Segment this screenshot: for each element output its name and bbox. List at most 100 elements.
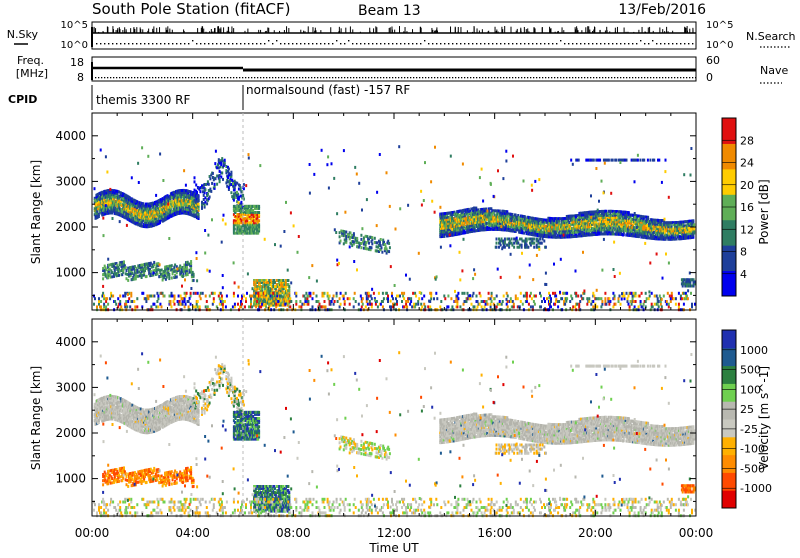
noise-search-dot <box>344 43 345 44</box>
noise-search-dot <box>640 40 641 41</box>
nave-dot <box>605 77 606 78</box>
range-cell <box>197 194 199 197</box>
nave-dot <box>206 77 207 78</box>
nave-dot <box>158 77 159 78</box>
noise-search-dot <box>252 43 253 44</box>
nsky-label: N.Sky <box>7 28 39 41</box>
nave-dot <box>179 77 180 78</box>
nave-dot <box>143 77 144 78</box>
nave-dot <box>368 77 369 78</box>
nave-dot <box>332 77 333 78</box>
nave-dot <box>572 77 573 78</box>
freq-axis-bottom: 8 <box>77 71 84 84</box>
noise-search-dot <box>644 43 645 44</box>
noise-search-dot <box>596 43 597 44</box>
noise-search-dot <box>432 43 433 44</box>
noise-search-dot <box>120 43 121 44</box>
noise-search-dot <box>684 43 685 44</box>
noise-search-dot <box>140 43 141 44</box>
nave-dot <box>218 77 219 78</box>
noise-search-dot <box>400 43 401 44</box>
noise-search-dot <box>456 43 457 44</box>
nave-dot <box>119 77 120 78</box>
nave-dot <box>524 77 525 78</box>
range-cell <box>221 172 223 175</box>
nave-dot <box>122 77 123 78</box>
range-cell <box>374 237 376 240</box>
nave-dot <box>347 77 348 78</box>
noise-search-dot <box>628 43 629 44</box>
range-cell <box>214 183 216 186</box>
nave-dot <box>377 77 378 78</box>
noise-search-dot <box>552 43 553 44</box>
range-cell <box>526 238 528 241</box>
nave-dot <box>338 77 339 78</box>
nave-dot <box>146 77 147 78</box>
range-cell <box>692 219 694 222</box>
range-cell <box>388 242 390 245</box>
noise-search-dot <box>284 43 285 44</box>
range-cell <box>204 188 206 191</box>
nave-dot <box>311 77 312 78</box>
nave-dot <box>350 77 351 78</box>
noise-search-dot <box>412 43 413 44</box>
noise-search-dot <box>352 43 353 44</box>
noise-search-dot <box>688 43 689 44</box>
noise-search-dot <box>544 43 545 44</box>
noise-search-dot <box>200 43 201 44</box>
noise-search-dot <box>132 43 133 44</box>
range-cell <box>212 172 214 175</box>
nave-dot <box>149 77 150 78</box>
noise-search-dot <box>148 43 149 44</box>
noise-search-dot <box>420 43 421 44</box>
noise-search-dot <box>652 40 653 41</box>
nave-dot <box>221 77 222 78</box>
nave-dot <box>446 77 447 78</box>
noise-search-dot <box>340 43 341 44</box>
noise-search-dot <box>268 40 269 41</box>
noise-search-dot <box>532 43 533 44</box>
nave-dot <box>161 77 162 78</box>
nave-dot <box>416 77 417 78</box>
noise-search-dot <box>348 40 349 41</box>
nave-dot <box>116 77 117 78</box>
range-cell <box>219 178 221 181</box>
noise-search-dot <box>500 43 501 44</box>
range-cell <box>381 246 383 249</box>
noise-search-dot <box>512 43 513 44</box>
nave-dot <box>620 77 621 78</box>
noise-search-dot <box>220 43 221 44</box>
nave-dot <box>638 77 639 78</box>
nave-dot <box>389 77 390 78</box>
nave-dot <box>455 77 456 78</box>
range-cell <box>380 238 382 241</box>
nave-dot <box>464 77 465 78</box>
nave-dot <box>353 77 354 78</box>
nave-dot <box>257 77 258 78</box>
range-cell <box>211 182 213 185</box>
nave-dot <box>479 77 480 78</box>
noise-search-dot <box>516 43 517 44</box>
nave-dot <box>560 77 561 78</box>
nave-dot <box>419 77 420 78</box>
range-cell <box>209 196 211 199</box>
range-cell <box>496 238 498 241</box>
noise-search-dot <box>260 43 261 44</box>
nave-dot <box>650 77 651 78</box>
noise-axis-bottom: 10^0 <box>61 40 88 51</box>
range-cell <box>230 171 232 174</box>
noise-search-dot <box>508 43 509 44</box>
nave-dot <box>593 77 594 78</box>
noise-search-dot <box>156 43 157 44</box>
noise-search-dot <box>272 43 273 44</box>
nave-dot <box>428 77 429 78</box>
noise-search-dot <box>504 43 505 44</box>
range-cell <box>216 183 218 186</box>
noise-search-dot <box>676 43 677 44</box>
nave-dot <box>404 77 405 78</box>
nave-dot <box>578 77 579 78</box>
noise-search-dot <box>452 43 453 44</box>
nave-dot <box>599 77 600 78</box>
range-cell <box>533 242 535 245</box>
